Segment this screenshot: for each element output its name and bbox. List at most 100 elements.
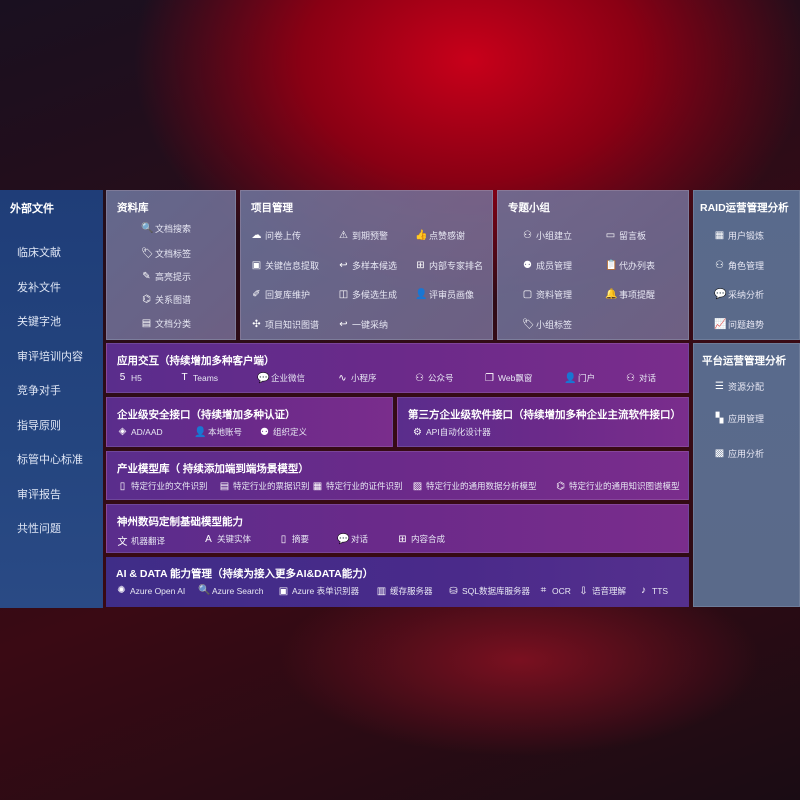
sidebar-item[interactable]: 审评培训内容 bbox=[17, 350, 83, 363]
group-item[interactable]: ▢ 资料管理 bbox=[522, 288, 572, 301]
project-item[interactable]: ↩ 多样本候选 bbox=[338, 259, 397, 272]
aidata-item[interactable]: ✺ Azure Open AI bbox=[116, 585, 185, 596]
item-label: SQL数据库服务器 bbox=[462, 586, 531, 596]
item-label: 小组建立 bbox=[536, 231, 573, 241]
item-label: 多候选生成 bbox=[352, 290, 398, 300]
analytics-icon: ▩ bbox=[714, 448, 725, 459]
aidata-item[interactable]: ▥ 缓存服务器 bbox=[376, 585, 433, 597]
item-label: 关系图谱 bbox=[155, 295, 192, 305]
graph-icon: ⌬ bbox=[556, 480, 565, 492]
raid-item[interactable]: ⚇ 角色管理 bbox=[714, 259, 764, 272]
platform-item[interactable]: ▚ 应用管理 bbox=[714, 412, 764, 425]
summary-icon: ▯ bbox=[280, 533, 287, 545]
security-interface-panel: 企业级安全接口（持续增加多种认证） ◈ AD/AAD 👤 本地账号 ⚉ 组织定义 bbox=[106, 397, 393, 447]
sidebar-item[interactable]: 共性问题 bbox=[17, 523, 61, 535]
item-label: 点赞感谢 bbox=[429, 231, 466, 241]
topic-group-panel: 专题小组 ⚇ 小组建立 ▭ 留言板 ⚉ 成员管理 📋 代办列表 ▢ 资料管理 🔔 事项提醒 🏷 小组标签 bbox=[497, 190, 689, 340]
group-item[interactable]: 📋 代办列表 bbox=[605, 259, 655, 272]
base-item[interactable]: 💬 对话 bbox=[337, 533, 368, 545]
item-label: Azure Search bbox=[212, 585, 264, 596]
sidebar-item[interactable]: 指导原则 bbox=[17, 419, 61, 432]
project-item[interactable]: ✐ 回复库维护 bbox=[251, 288, 310, 301]
teams-icon: T bbox=[181, 372, 188, 383]
thirdparty-title: 第三方企业级软件接口（持续增加多种企业主流软件接口） bbox=[408, 409, 681, 421]
industry-item[interactable]: ▨ 特定行业的通用数据分析模型 bbox=[412, 480, 537, 492]
interaction-item[interactable]: T Teams bbox=[179, 372, 218, 383]
aad-icon: ◈ bbox=[118, 426, 127, 437]
group-item[interactable]: ⚉ 成员管理 bbox=[522, 259, 572, 272]
sidebar-item[interactable]: 标管中心标准 bbox=[17, 454, 83, 466]
item-label: 内部专家排名 bbox=[429, 261, 484, 271]
project-item[interactable]: ◫ 多候选生成 bbox=[338, 288, 397, 301]
group-item[interactable]: ▭ 留言板 bbox=[605, 229, 646, 242]
users-icon: ⚇ bbox=[715, 260, 724, 271]
doc-category-icon: ▤ bbox=[141, 318, 152, 329]
interaction-item[interactable]: ⚇ 对话 bbox=[625, 372, 656, 384]
industry-item[interactable]: ▯ 特定行业的文件识别 bbox=[117, 480, 208, 492]
html5-icon: 5 bbox=[119, 372, 126, 383]
project-item[interactable]: 👍 点赞感谢 bbox=[415, 229, 465, 242]
security-item[interactable]: 👤 本地账号 bbox=[194, 426, 242, 438]
raid-item[interactable]: 📈 问题趋势 bbox=[714, 318, 764, 331]
item-label: 特定行业的票据识别 bbox=[233, 481, 310, 491]
aidata-item[interactable]: ♪ TTS bbox=[638, 585, 668, 596]
interaction-item[interactable]: 👤 门户 bbox=[564, 372, 595, 384]
sidebar-item[interactable]: 竞争对手 bbox=[17, 385, 61, 397]
industry-item[interactable]: ▦ 特定行业的证件识别 bbox=[312, 480, 403, 492]
aidata-item[interactable]: ▣ Azure 表单识别器 bbox=[278, 585, 359, 597]
base-item[interactable]: A 关键实体 bbox=[203, 533, 251, 545]
item-label: Azure Open AI bbox=[130, 585, 186, 596]
sidebar-item[interactable]: 发补文件 bbox=[17, 281, 61, 294]
industry-item[interactable]: ⌬ 特定行业的通用知识图谱模型 bbox=[555, 480, 679, 492]
platform-analysis-panel: 平台运营管理分析 ☰ 资源分配 ▚ 应用管理 ▩ 应用分析 bbox=[693, 343, 800, 607]
aidata-item[interactable]: ⛁ SQL数据库服务器 bbox=[448, 585, 530, 597]
base-item[interactable]: ▯ 摘要 bbox=[278, 533, 309, 545]
project-item[interactable]: ↩ 一键采纳 bbox=[338, 318, 388, 331]
form-icon: ▣ bbox=[278, 585, 289, 597]
sidebar-item[interactable]: 临床文献 bbox=[17, 247, 61, 259]
group-item[interactable]: 🔔 事项提醒 bbox=[605, 288, 655, 301]
security-title: 企业级安全接口（持续增加多种认证） bbox=[117, 409, 296, 421]
library-item[interactable]: ✎ 高亮提示 bbox=[141, 270, 191, 283]
platform-item[interactable]: ▩ 应用分析 bbox=[714, 447, 764, 460]
project-item[interactable]: ⚠ 到期预警 bbox=[338, 229, 388, 242]
industry-item[interactable]: ▤ 特定行业的票据识别 bbox=[219, 480, 310, 492]
group-item[interactable]: 🏷 小组标签 bbox=[522, 318, 572, 331]
interaction-item[interactable]: 💬 企业微信 bbox=[257, 372, 305, 384]
sidebar-item[interactable]: 审评报告 bbox=[17, 488, 61, 501]
project-item[interactable]: ☁ 问卷上传 bbox=[251, 229, 302, 242]
platform-item[interactable]: ☰ 资源分配 bbox=[714, 380, 764, 393]
aidata-item[interactable]: 🔍 Azure Search bbox=[198, 585, 264, 596]
aidata-item[interactable]: ⌗ OCR bbox=[538, 585, 571, 596]
project-item[interactable]: ✣ 项目知识图谱 bbox=[251, 318, 319, 331]
chat-users-icon: ⚇ bbox=[626, 372, 635, 384]
library-item[interactable]: ⌬ 关系图谱 bbox=[141, 293, 191, 306]
aidata-item[interactable]: ⇩ 语音理解 bbox=[578, 585, 626, 597]
project-item[interactable]: ▣ 关键信息提取 bbox=[251, 259, 319, 272]
puzzle-icon: ◫ bbox=[338, 289, 349, 300]
bbs-icon: ▭ bbox=[605, 230, 616, 241]
interaction-item[interactable]: 5 H5 bbox=[117, 372, 142, 383]
interaction-item[interactable]: ⚇ 公众号 bbox=[414, 372, 454, 384]
item-label: OCR bbox=[552, 585, 571, 596]
base-item[interactable]: 文机器翻译 bbox=[117, 533, 166, 549]
sidebar-item[interactable]: 关键字池 bbox=[17, 316, 61, 328]
raid-item[interactable]: ▦ 用户锻炼 bbox=[714, 229, 764, 242]
library-item[interactable]: ▤ 文档分类 bbox=[141, 317, 191, 330]
raid-item[interactable]: 💬 采纳分析 bbox=[714, 288, 764, 301]
project-item[interactable]: ⊞ 内部专家排名 bbox=[415, 259, 483, 272]
security-item[interactable]: ◈ AD/AAD bbox=[117, 426, 163, 437]
item-label: AD/AAD bbox=[131, 426, 163, 437]
thirdparty-item[interactable]: ⚙ API自动化设计器 bbox=[412, 426, 491, 438]
interaction-item[interactable]: ∿ 小程序 bbox=[337, 372, 376, 384]
group-item[interactable]: ⚇ 小组建立 bbox=[522, 229, 572, 242]
project-management-panel: 项目管理 ☁ 问卷上传 ⚠ 到期预警 👍 点赞感谢 ▣ 关键信息提取 ↩ 多样本候选 ⊞ 内部专家排名 ✐… bbox=[240, 190, 493, 340]
security-item[interactable]: ⚉ 组织定义 bbox=[259, 426, 307, 438]
interaction-item[interactable]: ❐ Web飘窗 bbox=[484, 372, 532, 384]
library-item[interactable]: 🏷 文档标签 bbox=[141, 247, 191, 260]
project-item[interactable]: 👤 评审员画像 bbox=[415, 288, 474, 301]
item-label: 采纳分析 bbox=[728, 290, 765, 300]
base-item[interactable]: ⊞ 内容合成 bbox=[397, 533, 445, 545]
library-item[interactable]: 🔍 文档搜索 bbox=[141, 222, 191, 235]
portal-icon: 👤 bbox=[564, 372, 577, 384]
